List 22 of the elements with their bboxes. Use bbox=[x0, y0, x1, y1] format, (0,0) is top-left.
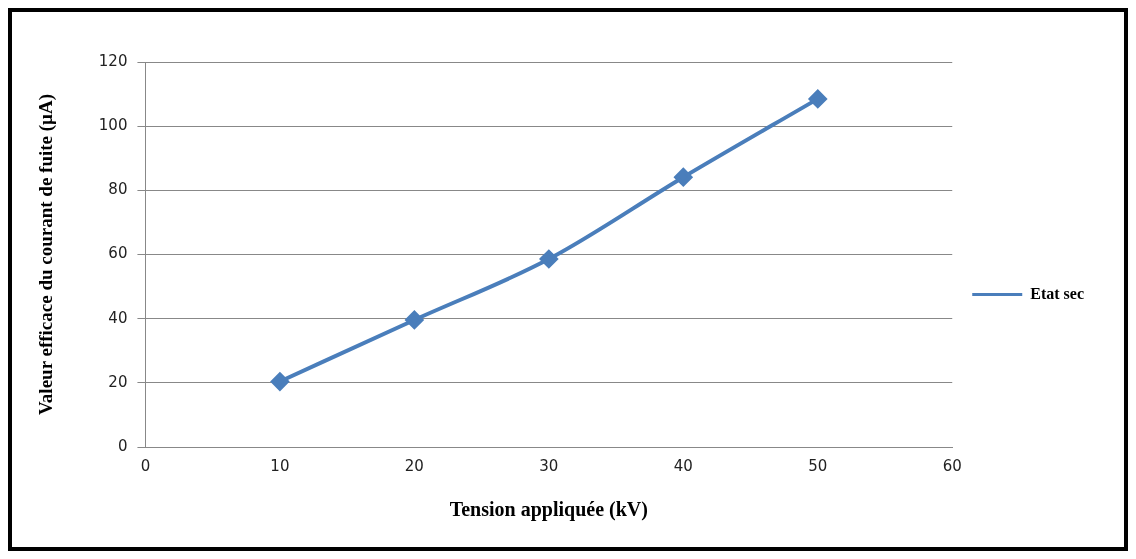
point bbox=[674, 168, 693, 187]
y-tick-label: 100 bbox=[98, 116, 128, 135]
y-tick-label: 0 bbox=[117, 436, 128, 455]
point bbox=[539, 249, 558, 268]
x-tick-label: 0 bbox=[140, 456, 151, 475]
y-tick-label: 20 bbox=[108, 372, 128, 391]
x-tick-label: 20 bbox=[404, 456, 424, 475]
y-tick-label: 120 bbox=[98, 51, 128, 70]
point bbox=[270, 372, 289, 391]
y-axis-title: Valeur efficace du courant de fuite (µA) bbox=[35, 93, 58, 416]
x-tick-label: 30 bbox=[539, 456, 559, 475]
x-axis-title: Tension appliquée (kV) bbox=[449, 498, 648, 522]
x-tick-label: 10 bbox=[270, 456, 290, 475]
x-tick-label: 40 bbox=[673, 456, 693, 475]
point bbox=[405, 310, 424, 329]
y-tick-label: 40 bbox=[108, 308, 128, 327]
y-tick-label: 80 bbox=[108, 180, 128, 199]
legend-label: Etat sec bbox=[1030, 284, 1085, 302]
point bbox=[808, 89, 827, 108]
y-tick-label: 60 bbox=[108, 244, 128, 263]
x-tick-label: 60 bbox=[942, 456, 962, 475]
x-tick-label: 50 bbox=[808, 456, 828, 475]
